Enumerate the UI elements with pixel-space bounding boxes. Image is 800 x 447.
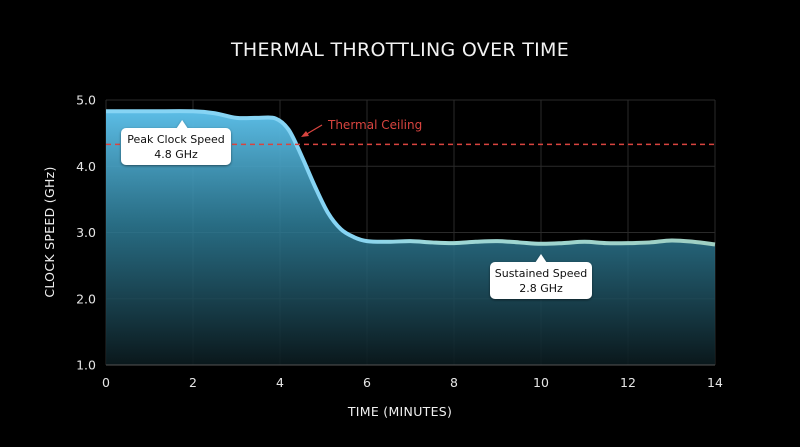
y-tick-label: 1.0 [76, 358, 96, 373]
sustained-callout-label: Sustained Speed [495, 267, 588, 280]
x-tick-label: 8 [450, 375, 458, 390]
x-axis-title: TIME (MINUTES) [347, 404, 452, 419]
x-tick-label: 10 [533, 375, 549, 390]
peak-callout-box [121, 128, 231, 165]
y-tick-label: 2.0 [76, 291, 96, 306]
peak-callout-pointer [176, 120, 189, 129]
chart-title: THERMAL THROTTLING OVER TIME [230, 39, 569, 61]
x-tick-label: 0 [102, 375, 110, 390]
sustained-callout-value: 2.8 GHz [519, 282, 563, 295]
peak-callout-value: 4.8 GHz [154, 148, 198, 161]
x-tick-label: 6 [363, 375, 371, 390]
x-tick-label: 14 [707, 375, 723, 390]
peak-callout: Peak Clock Speed 4.8 GHz [121, 120, 231, 165]
callout-layer: Peak Clock Speed 4.8 GHz Sustained Speed 2.… [121, 120, 592, 299]
y-tick-label: 5.0 [76, 93, 96, 108]
y-tick-label: 3.0 [76, 225, 96, 240]
area-layer [105, 109, 716, 365]
x-tick-label: 4 [276, 375, 284, 390]
axis-layer: 0 2 4 6 8 10 12 14 1.0 2.0 3.0 4.0 5.0 [76, 93, 723, 391]
series-area [106, 111, 715, 365]
y-tick-label: 4.0 [76, 159, 96, 174]
peak-callout-label: Peak Clock Speed [127, 133, 224, 146]
sustained-callout-box [490, 262, 592, 299]
y-axis-title: CLOCK SPEED (GHz) [42, 166, 57, 297]
thermal-ceiling-arrow [304, 124, 323, 136]
sustained-callout: Sustained Speed 2.8 GHz [490, 254, 592, 299]
thermal-ceiling-label: Thermal Ceiling [327, 118, 422, 132]
x-tick-label: 12 [620, 375, 636, 390]
sustained-callout-pointer [535, 254, 547, 263]
x-tick-label: 2 [189, 375, 197, 390]
series-line [105, 109, 716, 247]
thermal-ceiling-arrowhead [301, 131, 309, 137]
